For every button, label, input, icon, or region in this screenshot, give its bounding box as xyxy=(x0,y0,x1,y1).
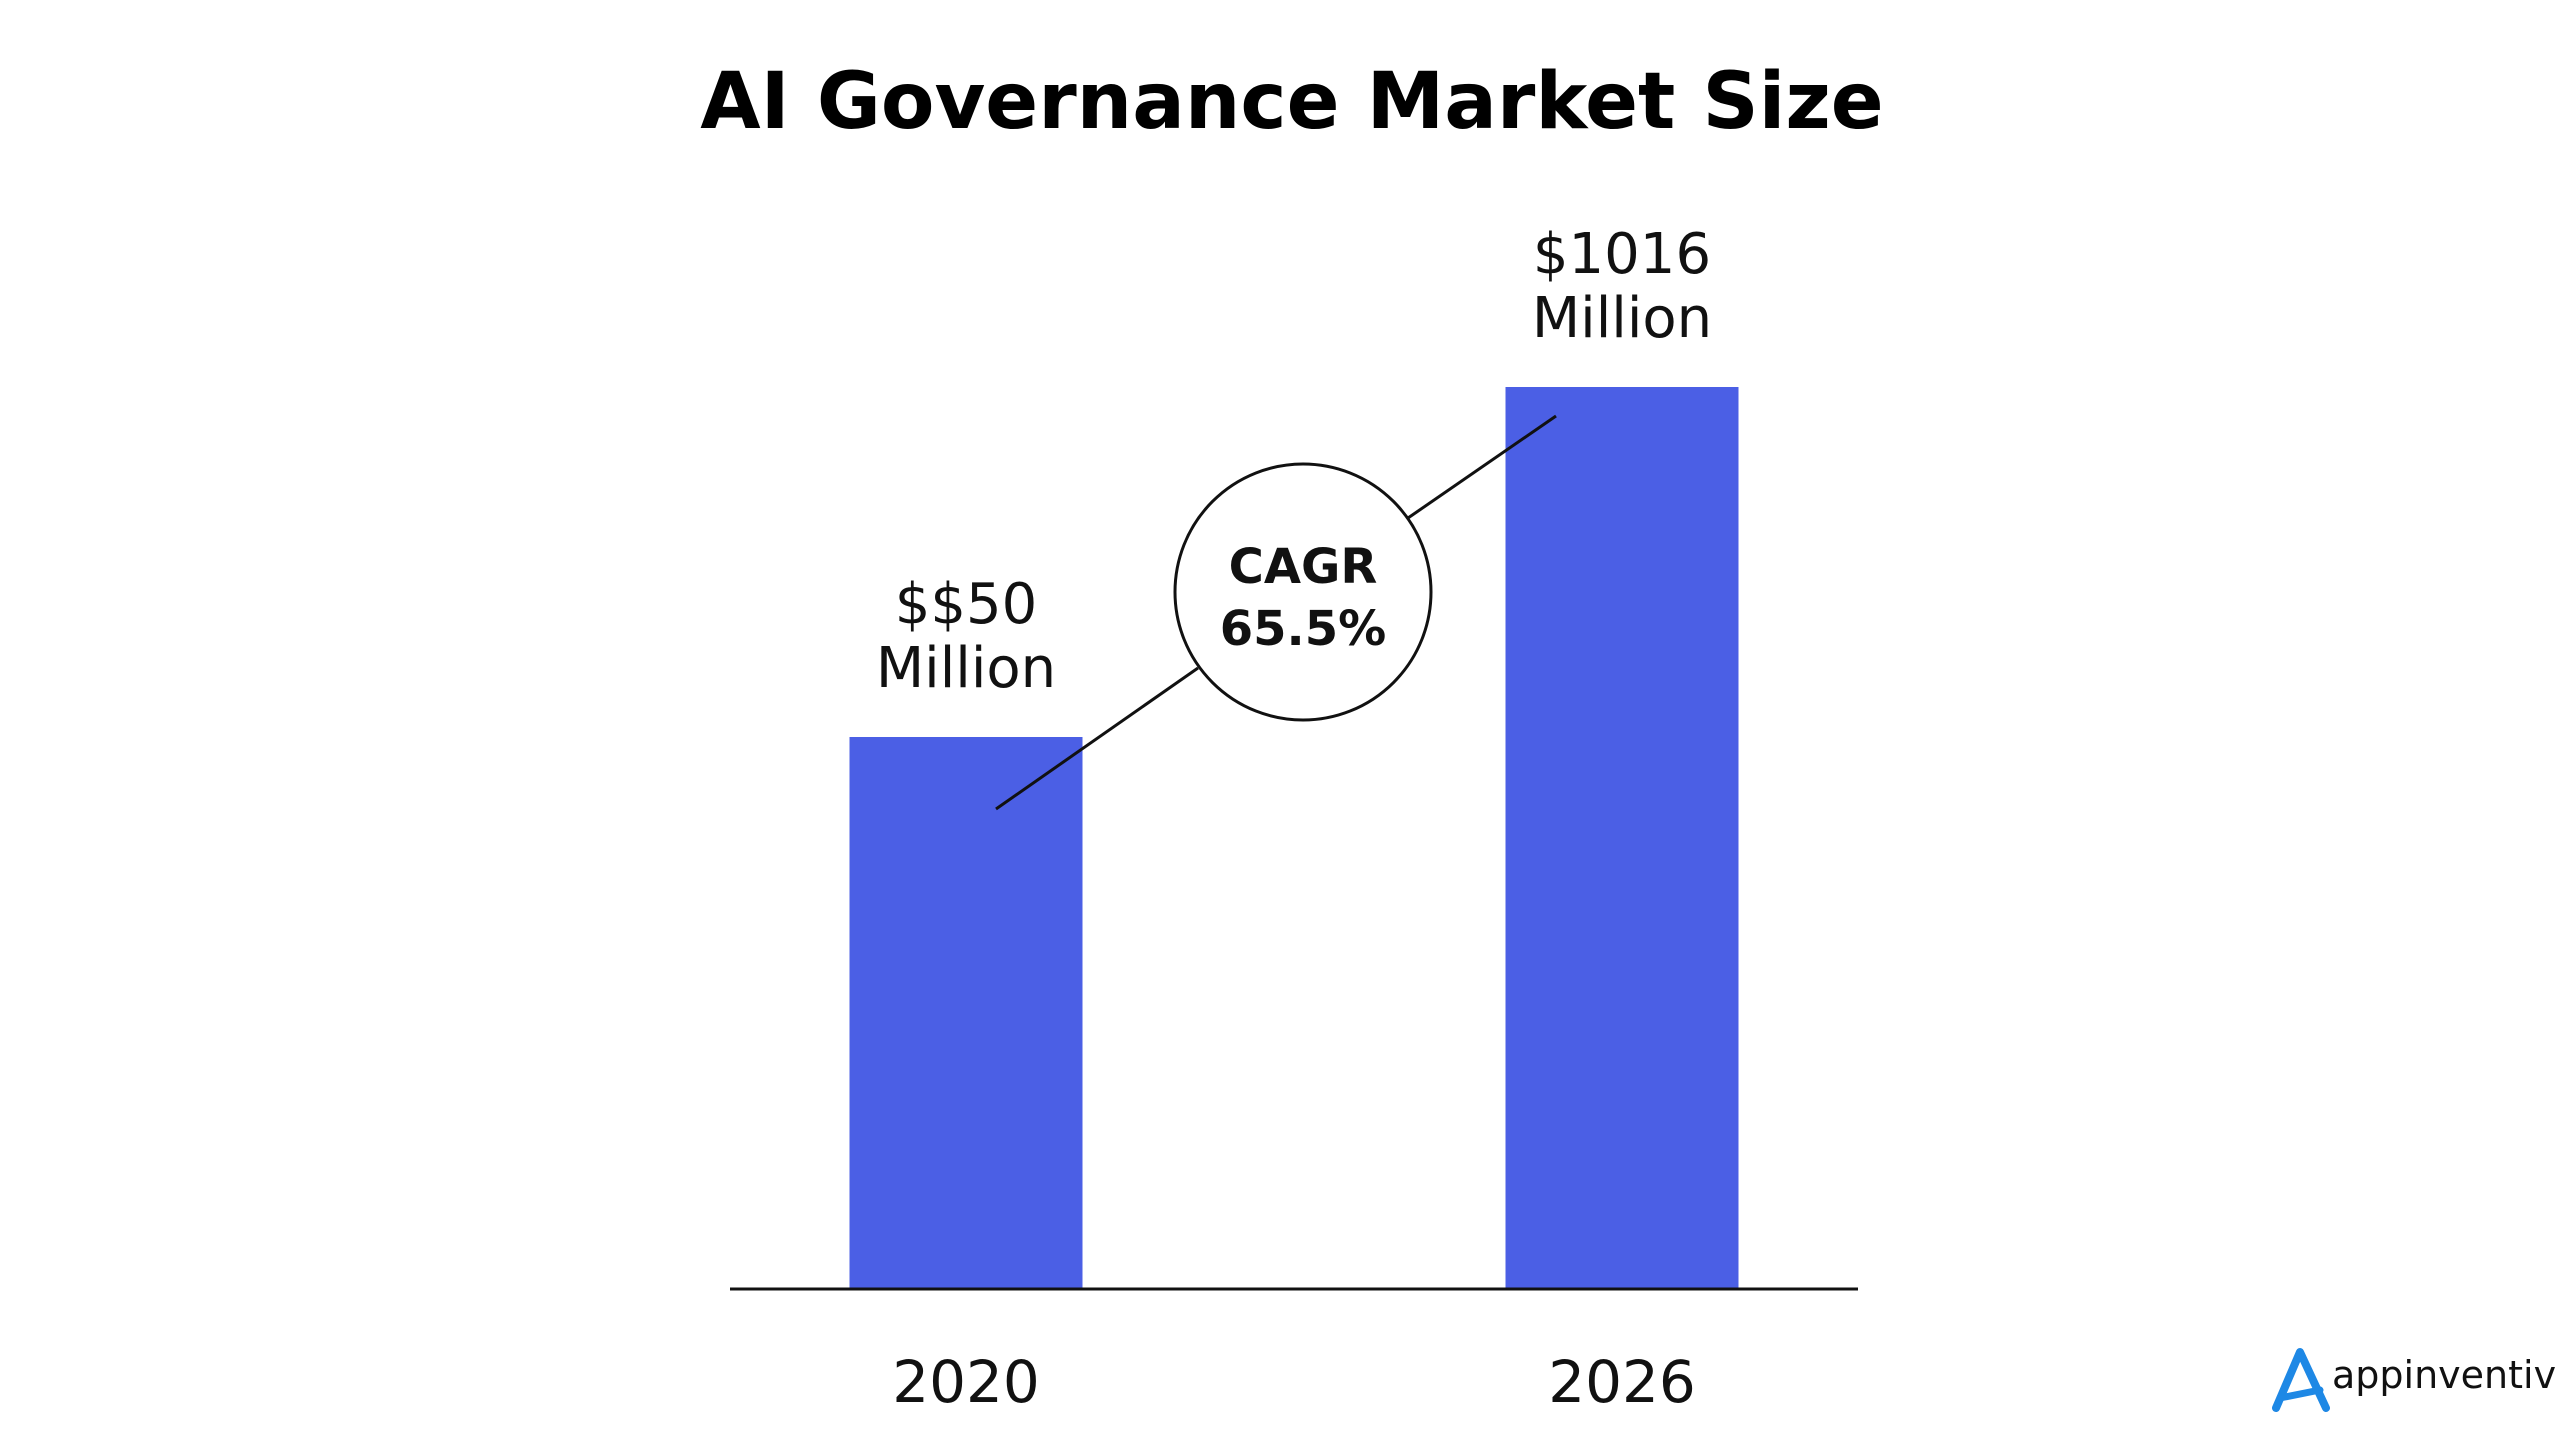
cagr-circle xyxy=(1173,462,1433,722)
bar-value-label-2020-line1: $$50 xyxy=(895,572,1038,637)
bar-value-label-2026-line1: $1016 xyxy=(1533,222,1711,287)
trend-line-lower xyxy=(995,666,1199,811)
appinventiv-a-logo-icon xyxy=(2272,1348,2330,1412)
bar-2020 xyxy=(849,737,1083,1289)
chart-title: AI Governance Market Size xyxy=(700,57,1883,147)
x-tick-label-2026: 2026 xyxy=(1548,1348,1696,1416)
cagr-value: 65.5% xyxy=(1220,601,1387,657)
brand-logo: appinventiv xyxy=(2272,1348,2556,1412)
cagr-annotation: CAGR 65.5% xyxy=(995,414,1557,811)
bar-value-label-2020-line2: Million xyxy=(876,636,1056,701)
brand-name: appinventiv xyxy=(2332,1353,2556,1397)
trend-line-upper xyxy=(1407,414,1557,520)
x-tick-label-2020: 2020 xyxy=(892,1348,1040,1416)
cagr-label: CAGR xyxy=(1229,539,1378,595)
bar-value-label-2026-line2: Million xyxy=(1532,286,1712,351)
bar-2026 xyxy=(1505,387,1739,1289)
